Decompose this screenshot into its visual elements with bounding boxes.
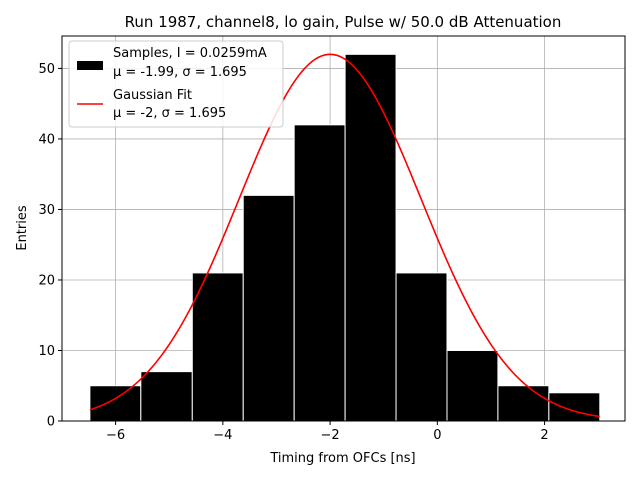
y-axis-label: Entries [15,205,30,251]
histogram-bar [191,272,244,422]
chart-title: Run 1987, channel8, lo gain, Pulse w/ 50… [125,13,562,31]
y-tick-label: 20 [38,273,55,288]
legend-fit-label-line1: Gaussian Fit [113,88,192,103]
histogram-bar [395,272,448,422]
histogram-bar [293,124,346,422]
legend-histogram-label-line2: μ = -1.99, σ = 1.695 [113,65,247,80]
legend-histogram-label-line1: Samples, I = 0.0259mA [113,46,267,61]
y-tick-label: 30 [38,203,55,218]
x-axis-label: Timing from OFCs [ns] [269,451,415,466]
histogram-bar [344,53,397,422]
x-tick-label: −6 [106,428,125,443]
histogram-bar [548,392,601,422]
gaussian-fit-curve [89,53,600,418]
x-tick-label: −2 [321,428,340,443]
legend-fit-label-line2: μ = -2, σ = 1.695 [113,106,226,121]
x-tick-label: −4 [213,428,232,443]
x-axis-ticks: −6 −4 −2 0 2 [106,421,549,443]
legend: Samples, I = 0.0259mA μ = -1.99, σ = 1.6… [68,40,284,128]
y-tick-label: 0 [47,415,55,430]
histogram-bar [242,194,295,422]
histogram-bar [446,349,499,422]
y-tick-label: 10 [38,344,55,359]
plot-area-frame [61,35,626,422]
y-tick-label: 40 [38,132,55,147]
histogram-bar [497,385,550,422]
histogram-bar [140,371,193,422]
y-axis-ticks: 0 10 20 30 40 50 [38,62,62,430]
legend-box [68,40,284,128]
legend-histogram-swatch [77,61,103,70]
x-tick-label: 0 [433,428,441,443]
y-tick-label: 50 [38,62,55,77]
histogram-bar [89,385,142,422]
histogram-bars [89,53,601,422]
x-tick-label: 2 [540,428,548,443]
